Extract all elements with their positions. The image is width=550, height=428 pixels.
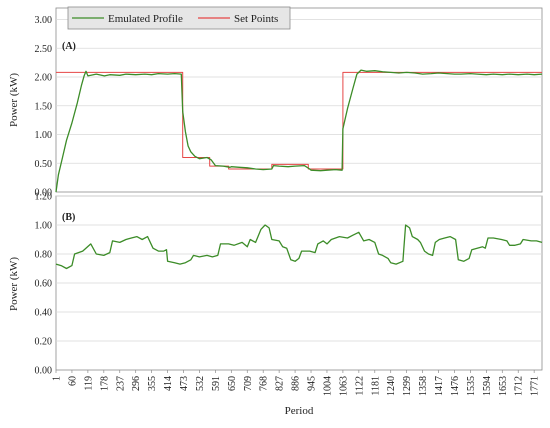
x-tick-label: 1299	[402, 376, 413, 396]
panel-b-y-tick-label: 1.20	[35, 192, 53, 203]
x-tick-label: 591	[211, 376, 222, 391]
panel-a-label: (A)	[62, 41, 76, 52]
x-tick-label: 60	[67, 376, 78, 386]
x-tick-label: 1771	[530, 376, 541, 396]
panel-b-y-tick-label: 0.40	[35, 308, 53, 319]
x-tick-label: 237	[115, 376, 126, 391]
x-tick-label: 1181	[370, 376, 381, 396]
panel-b-y-axis-title: Power (kW)	[8, 257, 20, 311]
x-tick-label: 768	[259, 376, 270, 391]
x-tick-label: 1240	[386, 376, 397, 396]
x-tick-label: 886	[291, 376, 302, 391]
x-tick-label: 827	[275, 376, 286, 391]
panel-a-y-tick-label: 2.50	[35, 44, 53, 55]
x-tick-label: 945	[307, 376, 318, 391]
x-tick-label: 532	[195, 376, 206, 391]
x-tick-label: 1063	[338, 376, 349, 396]
panel-a-y-tick-label: 0.50	[35, 159, 53, 170]
panel-b-y-ticks: 0.00 0.20 0.40 0.60 0.80 1.00 1.20	[35, 192, 53, 377]
x-axis-title: Period	[285, 405, 314, 417]
x-tick-label: 1122	[354, 376, 365, 396]
x-tick-label: 1	[52, 376, 63, 381]
x-tick-label: 296	[131, 376, 142, 391]
panel-b: 0.00 0.20 0.40 0.60 0.80 1.00 1.20 1 60 119 178 23…	[8, 192, 542, 418]
x-tick-label: 1535	[466, 376, 477, 396]
x-tick-label: 414	[163, 376, 174, 391]
x-tick-label: 1476	[450, 376, 461, 396]
x-tick-label: 650	[227, 376, 238, 391]
x-tick-label: 355	[147, 376, 158, 391]
panel-b-x-ticks: 1 60 119 178 237 296 355 414 473 532 591 650 709 768 8…	[52, 370, 541, 396]
panel-b-y-tick-label: 1.00	[35, 221, 53, 232]
panel-a-y-tick-label: 3.00	[35, 15, 53, 26]
x-tick-label: 709	[243, 376, 254, 391]
panel-b-y-tick-label: 0.60	[35, 279, 53, 290]
x-tick-label: 1712	[514, 376, 525, 396]
legend-label-emulated-profile: Emulated Profile	[108, 13, 183, 25]
panel-b-y-tick-label: 0.20	[35, 337, 53, 348]
panel-a-y-axis-title: Power (kW)	[8, 73, 20, 127]
panel-b-label: (B)	[62, 212, 75, 223]
x-tick-label: 1653	[498, 376, 509, 396]
panel-a-y-tick-label: 1.00	[35, 130, 53, 141]
x-tick-label: 119	[83, 376, 94, 391]
panel-b-y-tick-label: 0.80	[35, 250, 53, 261]
legend-label-set-points: Set Points	[234, 13, 278, 25]
x-tick-label: 1594	[482, 376, 493, 396]
panel-a-y-tick-label: 2.00	[35, 73, 53, 84]
panel-a-y-tick-label: 1.50	[35, 101, 53, 112]
x-tick-label: 1417	[434, 376, 445, 396]
panel-a: 0.000.501.001.502.002.503.00 (A) Power (…	[8, 7, 542, 199]
x-tick-label: 473	[179, 376, 190, 391]
panel-a-y-ticks: 0.000.501.001.502.002.503.00	[35, 15, 53, 199]
legend: Emulated Profile Set Points	[68, 7, 290, 29]
x-tick-label: 1358	[418, 376, 429, 396]
x-tick-label: 1004	[323, 376, 334, 396]
panel-b-y-tick-label: 0.00	[35, 366, 53, 377]
x-tick-label: 178	[99, 376, 110, 391]
